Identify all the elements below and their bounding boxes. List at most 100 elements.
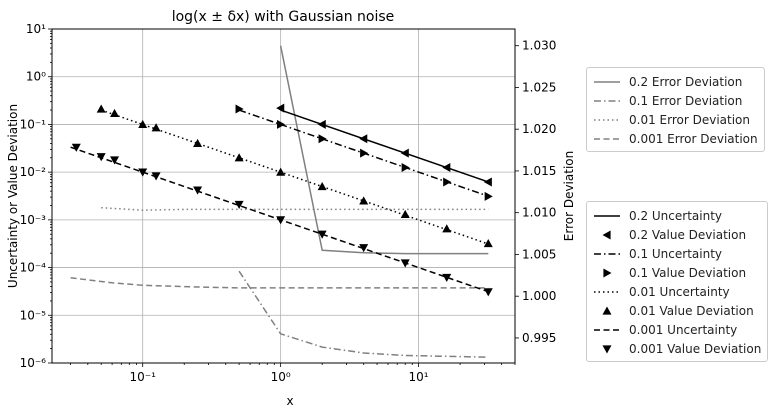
marker-0-1-value-deviation <box>235 104 244 114</box>
marker-0-001-value-deviation <box>276 216 286 225</box>
marker-0-1-value-deviation <box>401 163 410 173</box>
y-axis-left: 10⁻⁶ 10⁻⁵ 10⁻⁴ 10⁻³ 10⁻² 10⁻¹ 10⁰ 10¹ <box>20 22 52 370</box>
series-line-0-01-error-deviation <box>101 206 489 211</box>
legend-label: 0.01 Error Deviation <box>629 112 750 127</box>
legend-label: 0.001 Value Deviation <box>629 341 762 356</box>
series-line-0-001-error-deviation <box>70 277 489 289</box>
series-line-0-01-uncertainty <box>100 109 489 245</box>
legend-swatch <box>594 137 620 140</box>
y2-tick-label: 1.015 <box>522 164 556 178</box>
y-tick-label: 10⁻¹ <box>20 117 47 131</box>
legend-label: 0.1 Error Deviation <box>629 93 743 108</box>
marker-0-01-value-deviation <box>193 138 203 148</box>
legend-label: 0.2 Value Deviation <box>629 227 747 242</box>
marker-0-1-value-deviation <box>318 134 327 144</box>
series-line-0-2-uncertainty <box>280 109 489 183</box>
legend-marker <box>602 306 612 315</box>
marker-0-001-value-deviation <box>193 186 203 195</box>
plot-area <box>70 45 493 358</box>
x-tick-label: 10⁰ <box>271 370 291 384</box>
marker-0-2-value-deviation <box>317 119 326 129</box>
legend-label: 0.2 Error Deviation <box>629 74 743 89</box>
marker-0-1-value-deviation <box>443 177 452 187</box>
legend-item: 0.001 Error Deviation <box>593 129 758 148</box>
marker-0-1-value-deviation <box>484 191 493 201</box>
x-tick-label: 10⁻¹ <box>129 370 156 384</box>
y2-tick-label: 1.030 <box>522 39 556 53</box>
x-tick-label: 10¹ <box>409 370 429 384</box>
legend-swatch <box>594 118 620 121</box>
y-tick-label: 10⁻³ <box>20 213 47 227</box>
marker-0-01-value-deviation <box>276 167 286 176</box>
marker-0-001-value-deviation <box>359 244 369 253</box>
y2-tick-label: 1.000 <box>522 289 556 303</box>
x-axis: 10⁻¹ 10⁰ 10¹ <box>70 363 516 384</box>
legend-label: 0.001 Uncertainty <box>629 322 738 337</box>
legend-uncertainty-value: 0.2 Uncertainty 0.2 Value Deviation 0.1 Un… <box>586 201 769 362</box>
legend-item: 0.1 Error Deviation <box>593 91 758 110</box>
legend-error-deviation: 0.2 Error Deviation 0.1 Error Deviation 0.… <box>586 67 765 152</box>
legend-item: 0.2 Uncertainty <box>593 206 761 225</box>
marker-0-01-value-deviation <box>96 104 106 113</box>
legend-label: 0.1 Uncertainty <box>629 246 723 261</box>
legend-marker <box>602 344 612 353</box>
marker-0-01-value-deviation <box>442 224 452 233</box>
marker-0-1-value-deviation <box>360 148 369 158</box>
marker-0-2-value-deviation <box>276 103 285 113</box>
y-axis-right: 0.995 1.000 1.005 1.010 1.015 1.020 1.025 1.030 <box>515 39 556 345</box>
y-tick-label: 10⁰ <box>26 70 46 84</box>
legend-item: 0.01 Error Deviation <box>593 110 758 129</box>
marker-0-001-value-deviation <box>138 168 148 177</box>
legend-item: 0.2 Value Deviation <box>593 225 761 244</box>
y-tick-label: 10⁻⁵ <box>20 308 47 322</box>
marker-0-001-value-deviation <box>96 153 106 162</box>
y2-tick-label: 1.020 <box>522 122 556 136</box>
y-tick-label: 10⁻⁴ <box>20 261 47 275</box>
y2-tick-label: 1.025 <box>522 80 556 94</box>
legend-item: 0.01 Uncertainty <box>593 282 761 301</box>
marker-0-01-value-deviation <box>483 238 493 248</box>
marker-0-01-value-deviation <box>138 119 148 129</box>
y-tick-label: 10⁻² <box>20 165 47 179</box>
marker-0-001-value-deviation <box>234 200 244 209</box>
legend-item: 0.01 Value Deviation <box>593 301 761 320</box>
marker-0-001-value-deviation <box>71 143 81 152</box>
legend-swatch <box>602 230 611 239</box>
legend-item: 0.001 Uncertainty <box>593 320 761 339</box>
legend-swatch <box>594 328 620 331</box>
marker-0-2-value-deviation <box>483 177 492 187</box>
legend-swatch <box>594 80 620 83</box>
marker-0-001-value-deviation <box>483 288 493 297</box>
legend-item: 0.1 Uncertainty <box>593 244 761 263</box>
legend-marker <box>603 268 612 277</box>
legend-item: 0.001 Value Deviation <box>593 339 761 358</box>
y2-axis-label: Error Deviation <box>562 151 576 241</box>
series-line-0-2-error-deviation <box>279 45 489 255</box>
marker-0-01-value-deviation <box>234 153 244 162</box>
legend-swatch <box>594 99 620 102</box>
axes-frame <box>51 28 516 364</box>
legend-label: 0.001 Error Deviation <box>629 131 758 146</box>
x-axis-label: x <box>286 394 293 408</box>
legend-swatch <box>602 306 612 315</box>
legend-label: 0.01 Value Deviation <box>629 303 754 318</box>
marker-0-001-value-deviation <box>317 230 327 239</box>
marker-0-001-value-deviation <box>400 259 410 268</box>
legend-marker <box>602 230 611 239</box>
y2-tick-label: 1.010 <box>522 206 556 220</box>
marker-0-01-value-deviation <box>359 196 369 205</box>
y-tick-label: 10⁻⁶ <box>20 356 47 370</box>
marker-0-01-value-deviation <box>400 209 410 219</box>
marker-0-01-value-deviation <box>151 123 161 132</box>
marker-0-2-value-deviation <box>359 134 368 144</box>
marker-0-1-value-deviation <box>277 119 286 129</box>
legend-swatch <box>603 268 612 277</box>
grid-lines <box>52 29 515 363</box>
marker-0-001-value-deviation <box>151 172 161 181</box>
marker-0-001-value-deviation <box>110 156 120 165</box>
marker-0-01-value-deviation <box>317 182 327 191</box>
legend-label: 0.2 Uncertainty <box>629 208 723 223</box>
series-line-0-1-error-deviation <box>238 270 489 358</box>
marker-0-2-value-deviation <box>442 163 451 173</box>
